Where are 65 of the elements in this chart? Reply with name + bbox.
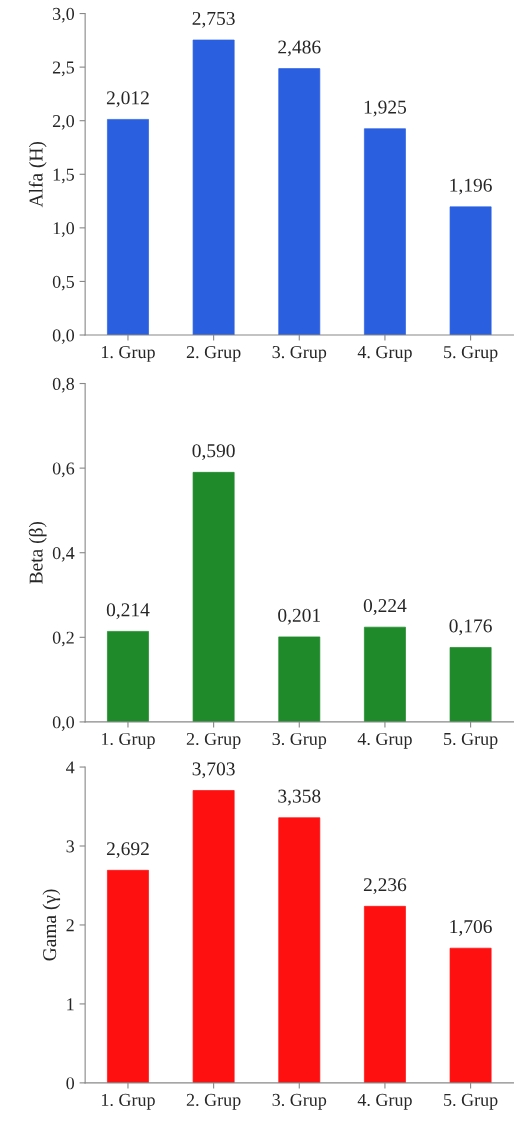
x-tick-label: 4. Grup (357, 346, 412, 362)
data-label: 1,925 (364, 100, 407, 117)
bar (107, 869, 149, 1083)
x-tick-label: 2. Grup (186, 346, 241, 362)
bar (364, 905, 406, 1083)
x-tick-label: 2. Grup (186, 1093, 241, 1110)
y-tick-label: 0,0 (52, 329, 75, 345)
x-tick-label: 1. Grup (101, 732, 155, 749)
bar (278, 817, 321, 1083)
data-label: 0,224 (363, 598, 407, 615)
bar (192, 790, 235, 1083)
y-tick-label: 1,0 (53, 222, 75, 237)
y-tick-label: 2,0 (52, 114, 75, 130)
bar (192, 39, 235, 336)
bar (192, 472, 235, 722)
data-label: 0,176 (449, 619, 492, 636)
data-label: 2,692 (106, 842, 149, 859)
data-label: 0,590 (192, 444, 235, 461)
bar (449, 206, 492, 336)
y-tick-label: 3,0 (53, 7, 75, 23)
y-axis-title: Beta (β) (28, 521, 47, 584)
y-tick-label: 0 (66, 1077, 75, 1090)
bar (364, 626, 406, 722)
x-tick-label: 2. Grup (186, 732, 241, 749)
data-label: 3,703 (192, 762, 235, 779)
bar (107, 119, 149, 336)
bar (364, 128, 406, 336)
data-label: 1,706 (450, 919, 492, 936)
data-label: 3,358 (278, 789, 321, 806)
bar (278, 68, 321, 336)
y-axis-title: Alfa (H) (28, 141, 47, 208)
x-tick-label: 3. Grup (272, 346, 327, 362)
y-tick-label: 2,5 (52, 61, 75, 77)
y-tick-label: 2 (66, 919, 74, 932)
x-tick-label: 4. Grup (357, 1093, 412, 1110)
x-tick-label: 5. Grup (444, 732, 498, 749)
y-tick-label: 3 (66, 840, 75, 853)
y-tick-label: 1,5 (53, 168, 75, 184)
data-label: 0,201 (278, 608, 320, 625)
data-label: 1,196 (450, 178, 492, 195)
data-label: 2,236 (363, 878, 407, 895)
data-label: 2,012 (106, 91, 149, 108)
bar (278, 636, 321, 722)
y-tick-label: 0,8 (52, 377, 75, 393)
y-tick-label: 1 (67, 998, 74, 1011)
y-tick-label: 0,5 (52, 275, 75, 291)
y-tick-label: 0,4 (52, 546, 75, 562)
x-tick-label: 1. Grup (101, 346, 155, 362)
y-tick-label: 0,0 (52, 716, 75, 731)
data-label: 2,753 (192, 11, 235, 28)
x-tick-label: 5. Grup (444, 1093, 498, 1110)
data-label: 2,486 (278, 40, 321, 57)
bar (449, 947, 492, 1083)
x-tick-label: 5. Grup (444, 346, 498, 362)
x-tick-label: 4. Grup (357, 732, 412, 749)
bar (449, 647, 492, 722)
x-tick-label: 3. Grup (272, 1093, 327, 1110)
y-axis-title: Gama (γ) (42, 889, 61, 961)
x-tick-label: 3. Grup (272, 732, 327, 749)
bar (107, 631, 149, 722)
y-tick-label: 0,6 (52, 462, 75, 478)
y-tick-label: 4 (66, 761, 75, 774)
x-tick-label: 1. Grup (101, 1093, 155, 1110)
y-tick-label: 0,2 (52, 631, 74, 647)
data-label: 0,214 (106, 603, 150, 620)
